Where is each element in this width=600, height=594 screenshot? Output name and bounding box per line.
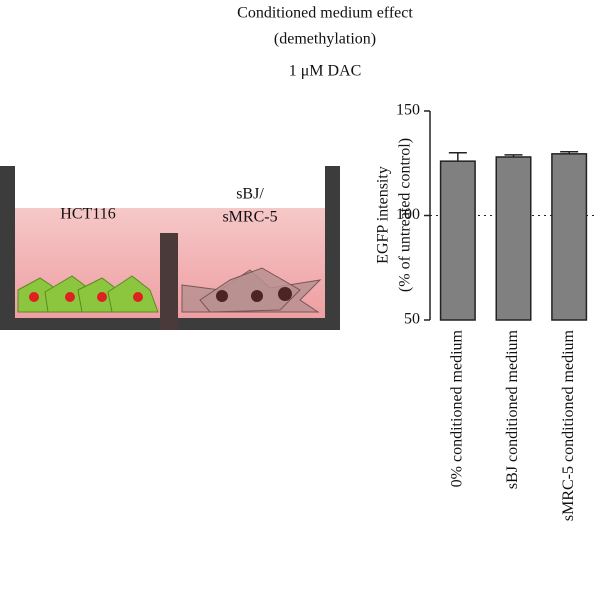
bar [439, 160, 476, 321]
fibroblast-cells [181, 267, 322, 313]
y-axis-label: EGFP intensity [375, 166, 392, 264]
hct116-cells [17, 275, 159, 313]
bar [551, 153, 588, 321]
bar [495, 156, 532, 321]
x-tick-label: sMRC-5 conditioned medium [560, 329, 577, 521]
chart-subtitle: 1 μM DAC [289, 63, 362, 80]
x-tick-label: 0% conditioned medium [449, 329, 466, 487]
culture-dish [0, 166, 340, 330]
chart-title: (demethylation) [274, 31, 376, 48]
diagram-label: HCT116 [60, 206, 115, 223]
y-tick-label: 100 [396, 206, 420, 223]
x-tick-label: sBJ conditioned medium [504, 329, 521, 489]
y-tick-label: 150 [396, 102, 420, 119]
y-axis-label: (% of untreated control) [397, 138, 414, 292]
y-tick-label: 50 [404, 311, 420, 328]
chart-title: Conditioned medium effect [237, 5, 413, 22]
diagram-label: sBJ/ [236, 186, 264, 203]
diagram-label: sMRC-5 [222, 209, 277, 226]
